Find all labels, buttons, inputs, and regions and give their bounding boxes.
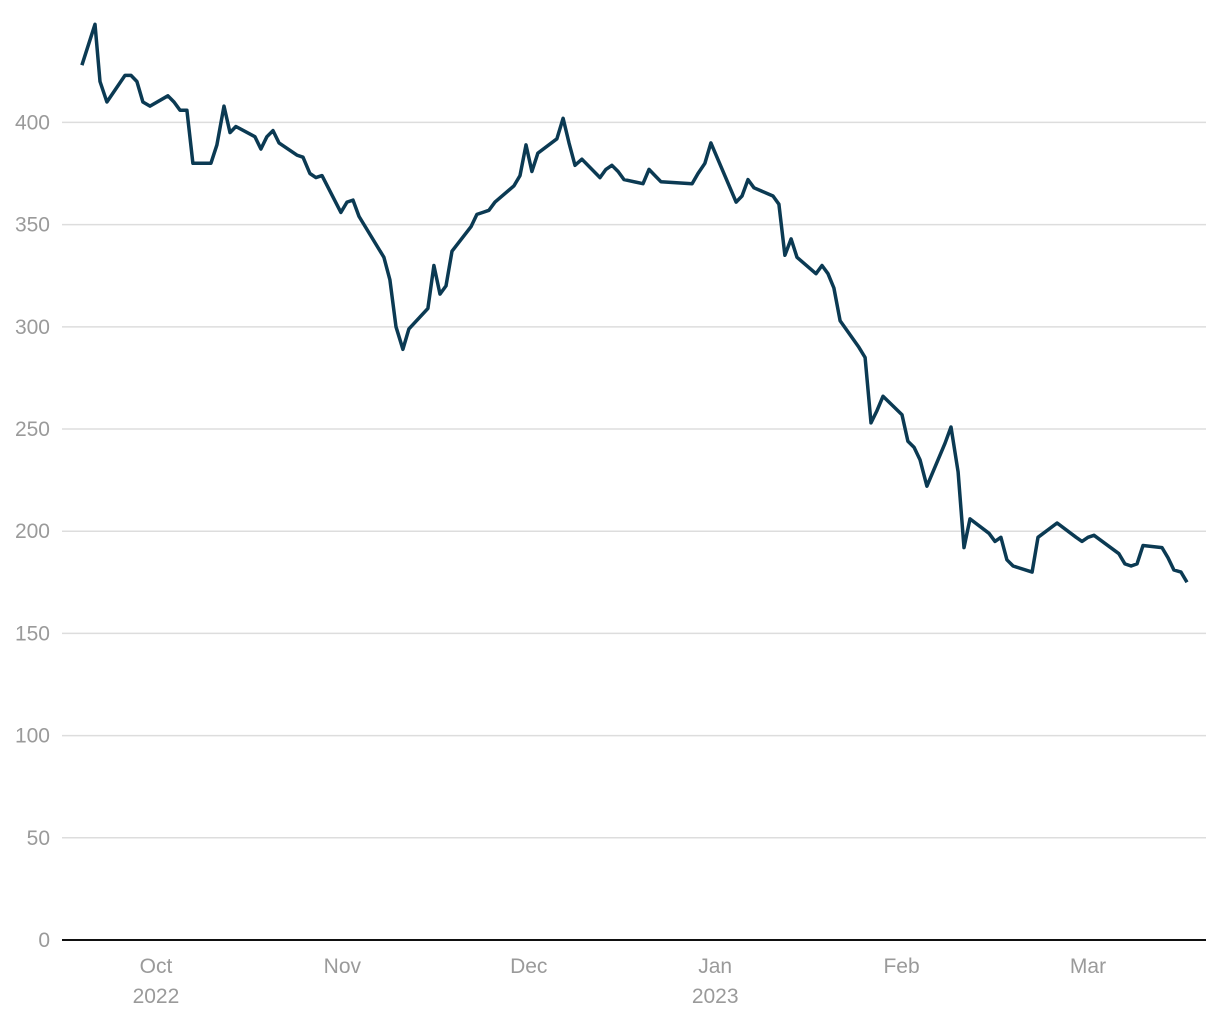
y-tick-label: 50 — [27, 827, 50, 850]
x-tick-label-line: 2023 — [692, 985, 739, 1008]
x-tick-label: Nov — [324, 955, 362, 978]
x-tick-label: Jan 2023 — [692, 955, 739, 1008]
y-tick-label: 200 — [15, 520, 50, 543]
y-tick-label: 150 — [15, 622, 50, 645]
x-tick-label-line: Oct — [140, 955, 173, 978]
x-tick-label-line: Mar — [1070, 955, 1106, 978]
x-tick-label: Mar — [1070, 955, 1106, 978]
y-tick-label: 400 — [15, 111, 50, 134]
x-tick-label-line: 2022 — [133, 985, 180, 1008]
x-tick-label: Dec — [510, 955, 547, 978]
x-tick-label-line: Feb — [883, 955, 919, 978]
x-tick-label-line: Jan — [698, 955, 732, 978]
x-tick-label-line: Nov — [324, 955, 362, 978]
y-tick-label: 0 — [38, 929, 50, 952]
x-tick-label: Oct 2022 — [133, 955, 180, 1008]
y-tick-label: 350 — [15, 214, 50, 237]
y-tick-label: 100 — [15, 725, 50, 748]
y-tick-label: 250 — [15, 418, 50, 441]
y-tick-label: 300 — [15, 316, 50, 339]
line-series — [80, 22, 1189, 584]
x-tick-label-line: Dec — [510, 955, 547, 978]
x-tick-label: Feb — [883, 955, 919, 978]
